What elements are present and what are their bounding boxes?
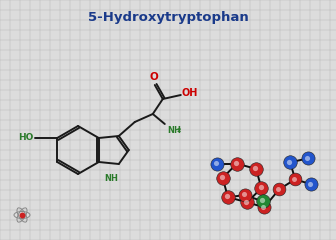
Point xyxy=(258,186,263,189)
Point xyxy=(260,199,265,203)
Point xyxy=(259,186,264,190)
Point xyxy=(244,200,249,204)
Point xyxy=(253,167,259,171)
Point xyxy=(293,177,298,181)
Text: OH: OH xyxy=(182,88,198,98)
Text: 5-Hydroxytryptophan: 5-Hydroxytryptophan xyxy=(88,11,248,24)
Point xyxy=(242,193,248,197)
Point xyxy=(241,192,247,196)
Point xyxy=(277,187,282,191)
Point xyxy=(287,160,292,163)
Text: O: O xyxy=(150,72,158,82)
Point xyxy=(234,161,239,165)
Point xyxy=(305,156,310,159)
Text: NH: NH xyxy=(104,174,118,183)
Text: NH: NH xyxy=(167,126,181,135)
Point xyxy=(308,182,314,186)
Point xyxy=(261,205,266,209)
Text: 2: 2 xyxy=(177,128,181,133)
Text: HO: HO xyxy=(18,133,33,143)
Point xyxy=(213,161,219,165)
Point xyxy=(220,176,225,180)
Point xyxy=(214,162,219,166)
Point xyxy=(261,205,267,209)
Point xyxy=(288,160,293,164)
Point xyxy=(19,213,25,217)
Point xyxy=(224,194,230,198)
Point xyxy=(234,162,240,166)
Point xyxy=(219,175,224,179)
Point xyxy=(259,198,264,202)
Point xyxy=(225,195,230,199)
Point xyxy=(305,156,311,160)
Point xyxy=(292,177,297,180)
Point xyxy=(308,182,313,186)
Point xyxy=(276,187,281,191)
Point xyxy=(253,166,258,170)
Point xyxy=(245,200,250,204)
